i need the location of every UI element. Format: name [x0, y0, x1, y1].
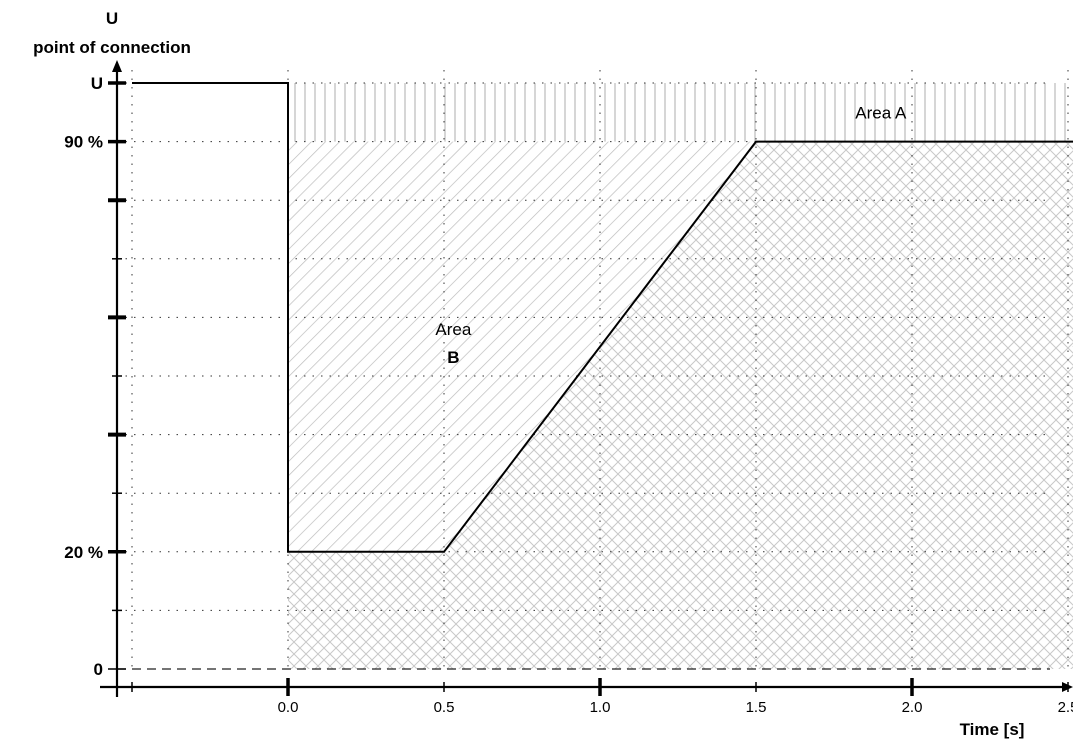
y-axis-arrow: [112, 60, 122, 72]
y-axis-label: U: [106, 9, 118, 28]
y-tick-label: 20 %: [64, 543, 103, 562]
x-tick-label: 2.0: [902, 699, 923, 716]
area-a-hatch: [288, 83, 1073, 142]
y-axis-sublabel: point of connection: [33, 38, 191, 57]
grid-lines: [117, 70, 1069, 670]
y-tick-label: 90 %: [64, 133, 103, 152]
x-tick-label: 0.5: [434, 699, 455, 716]
y-tick-label: U: [91, 74, 103, 93]
region-sublabel: B: [447, 348, 459, 367]
tick-labels: U90 %20 %00.00.51.01.52.02.53.03.54.0: [64, 74, 1073, 716]
x-tick-label: 1.5: [746, 699, 767, 716]
data-series: [132, 82, 1073, 553]
region-label: Area A: [855, 103, 907, 122]
area-b-hatch: [288, 141, 756, 552]
tick-marks: [108, 81, 1069, 696]
region-labels: Area AAreaBArea C: [435, 103, 1073, 367]
y-tick-label: 0: [94, 660, 103, 679]
x-tick-label: 2.5: [1058, 699, 1073, 716]
x-tick-label: 0.0: [278, 699, 299, 716]
x-tick-label: 1.0: [590, 699, 611, 716]
hatch-areas: [288, 83, 1073, 669]
voltage-profile-line: [132, 82, 1073, 553]
area-c-hatch: [288, 141, 1073, 669]
x-axis-label: Time [s]: [960, 720, 1025, 739]
region-label: Area: [435, 320, 471, 339]
